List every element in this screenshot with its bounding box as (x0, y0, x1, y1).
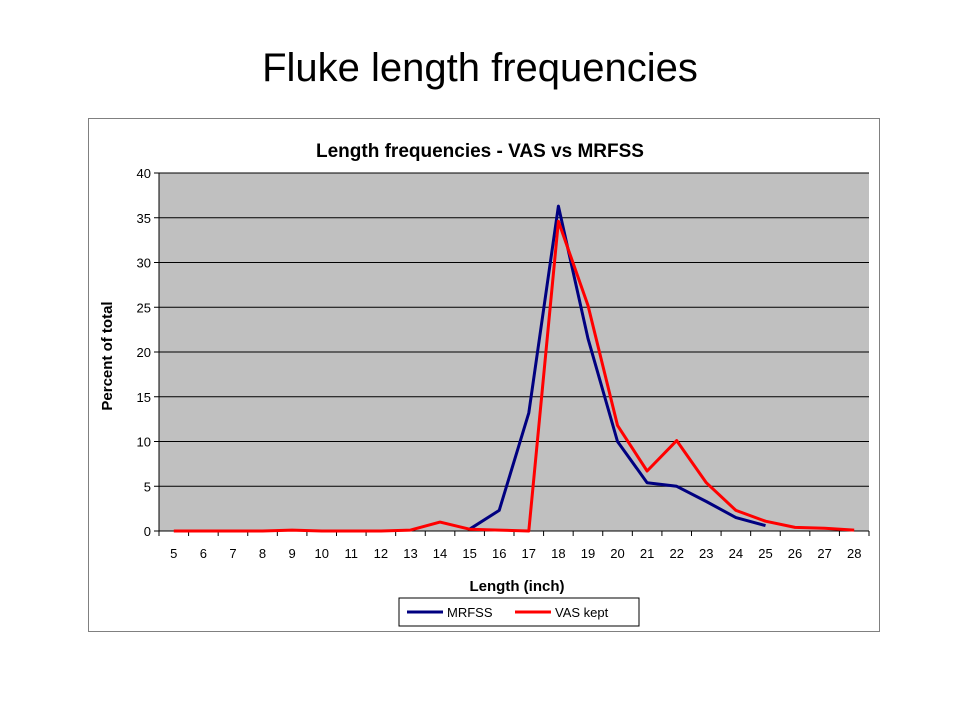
x-tick-label: 11 (345, 546, 359, 561)
x-tick-label: 22 (669, 546, 683, 561)
x-tick-label: 25 (758, 546, 772, 561)
x-tick-label: 5 (170, 546, 177, 561)
y-tick-label: 35 (137, 211, 151, 226)
x-tick-label: 9 (289, 546, 296, 561)
x-tick-label: 23 (699, 546, 713, 561)
slide-title: Fluke length frequencies (262, 46, 698, 90)
y-tick-label: 40 (137, 166, 151, 181)
x-tick-label: 13 (403, 546, 417, 561)
y-axis-label: Percent of total (99, 301, 116, 410)
x-tick-label: 10 (314, 546, 328, 561)
y-tick-label: 25 (137, 300, 151, 315)
x-tick-label: 8 (259, 546, 266, 561)
x-tick-label: 21 (640, 546, 654, 561)
legend: MRFSS VAS kept (398, 597, 640, 627)
legend-label: MRFSS (447, 605, 493, 620)
y-tick-label: 5 (144, 479, 151, 494)
x-tick-label: 7 (229, 546, 236, 561)
chart-frame: Length frequencies - VAS vs MRFSS 0 5 10 15… (88, 118, 880, 632)
y-tick-label: 0 (144, 524, 151, 539)
x-tick-label: 12 (374, 546, 388, 561)
x-tick-label: 27 (817, 546, 831, 561)
series-lines (173, 204, 855, 533)
y-tick-label: 30 (137, 256, 151, 271)
y-tick-label: 20 (137, 345, 151, 360)
x-tick-label: 24 (729, 546, 743, 561)
x-tick-label: 6 (200, 546, 207, 561)
x-tick-label: 20 (610, 546, 624, 561)
x-tick-label: 16 (492, 546, 506, 561)
chart-title: Length frequencies - VAS vs MRFSS (316, 141, 644, 162)
x-tick-label: 18 (551, 546, 565, 561)
y-tick-label: 15 (137, 390, 151, 405)
x-axis-label: Length (inch) (470, 578, 565, 595)
x-tick-label: 19 (581, 546, 595, 561)
line-chart: Length frequencies - VAS vs MRFSS 0 5 10 15… (99, 141, 870, 627)
x-tick-label: 26 (788, 546, 802, 561)
y-tick-label: 10 (137, 435, 151, 450)
series-line-vas-kept (173, 219, 855, 533)
x-axis-ticks: 5 6 7 8 9 10 11 12 13 14 15 16 17 18 19 20 21 22 23 24 25 26 2… (158, 531, 870, 561)
series-line-mrfss (468, 204, 766, 531)
x-tick-label: 14 (433, 546, 447, 561)
x-tick-label: 17 (522, 546, 536, 561)
legend-label: VAS kept (555, 605, 609, 620)
x-tick-label: 15 (462, 546, 476, 561)
x-tick-label: 28 (847, 546, 861, 561)
